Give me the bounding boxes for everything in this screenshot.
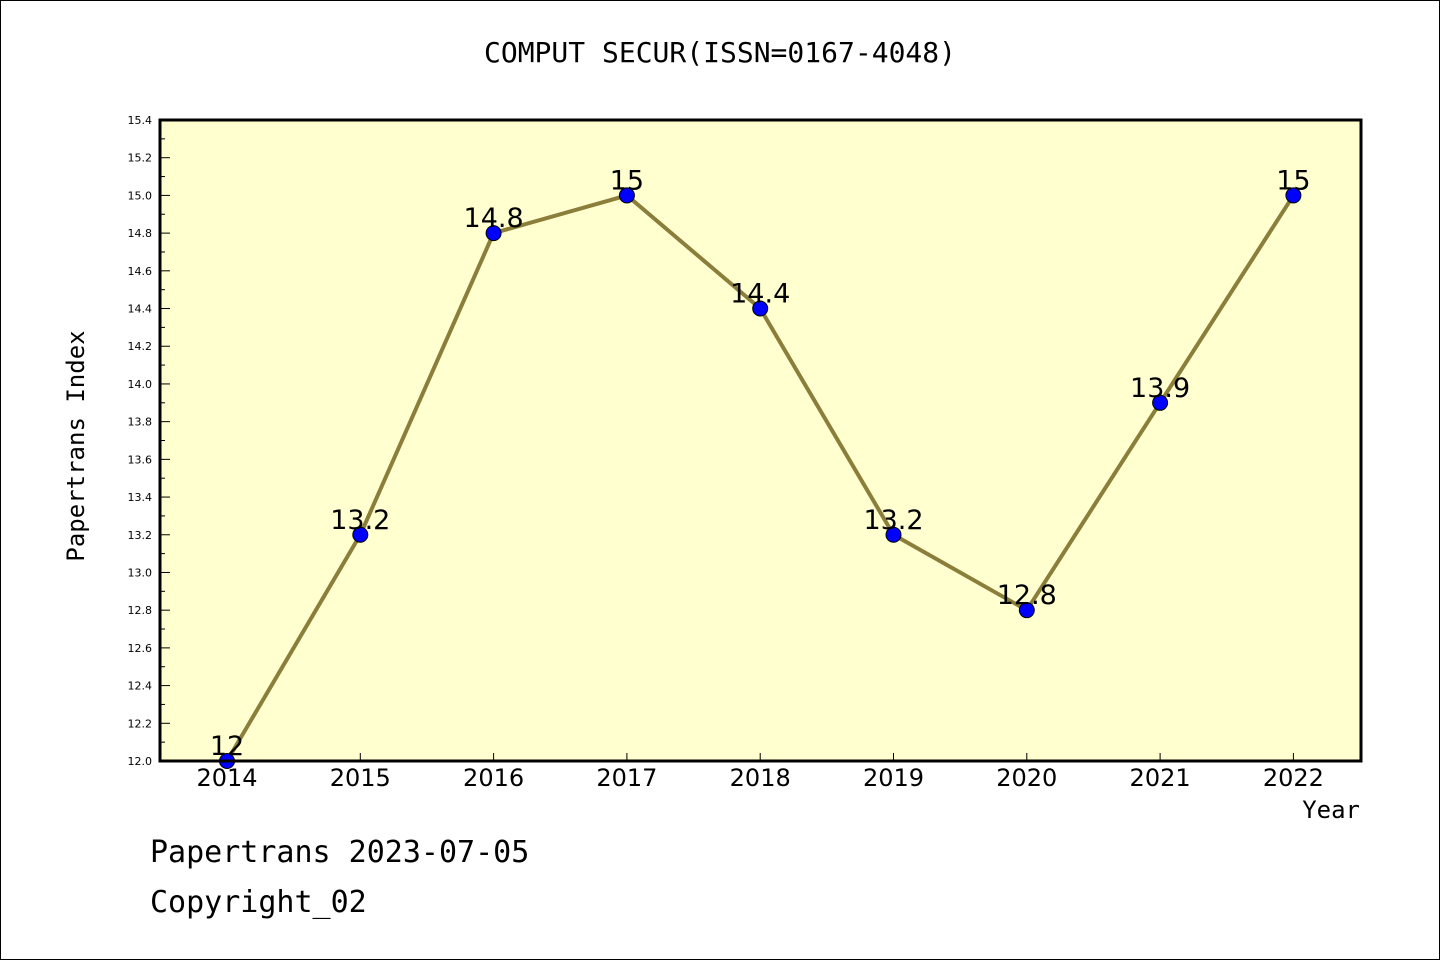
y-tick-label: 13.2 — [128, 529, 153, 542]
y-tick-label: 14.6 — [128, 265, 153, 278]
y-tick-label: 15.0 — [128, 189, 153, 202]
data-point — [618, 187, 635, 204]
x-tick-label: 2018 — [730, 764, 791, 792]
data-label: 14.8 — [464, 203, 524, 234]
y-tick-label: 13.6 — [128, 453, 153, 466]
data-point — [885, 526, 902, 543]
chart-title: COMPUT SECUR(ISSN=0167-4048) — [483, 36, 956, 69]
x-tick-label: 2015 — [330, 764, 391, 792]
series: 12 13.2 14.8 15 14.4 13.2 12.8 13.9 15 — [210, 165, 1311, 769]
data-label: 13.2 — [330, 505, 390, 536]
x-tick-label: 2021 — [1130, 764, 1191, 792]
data-point — [352, 526, 369, 543]
plot-area — [160, 120, 1361, 761]
y-tick-label: 13.8 — [128, 416, 153, 429]
x-axis-label: Year — [1302, 796, 1360, 824]
x-tick-label: 2022 — [1263, 764, 1324, 792]
data-label: 13.9 — [1130, 373, 1190, 404]
y-tick-label: 13.0 — [128, 566, 153, 579]
data-label: 15 — [1276, 165, 1310, 196]
y-tick-label: 14.2 — [128, 340, 153, 353]
x-tick-label: 2017 — [596, 764, 657, 792]
x-tick-label: 2020 — [996, 764, 1057, 792]
y-tick-label: 12.0 — [128, 755, 153, 768]
data-label: 15 — [610, 165, 644, 196]
data-point — [485, 225, 502, 242]
data-label: 12.8 — [997, 580, 1057, 611]
data-label: 14.4 — [730, 279, 790, 310]
x-axis: 2014 2015 2016 2017 2018 2019 2020 2021 2022 — [196, 753, 1324, 792]
y-tick-label: 14.4 — [128, 303, 153, 316]
data-point — [752, 300, 769, 317]
y-tick-label: 14.8 — [128, 227, 153, 240]
y-axis: 12.0 12.2 12.4 12.6 12.8 13.0 13.2 13.4 13.6 13.8… — [128, 114, 170, 768]
y-tick-label: 12.4 — [128, 680, 153, 693]
y-tick-label: 12.8 — [128, 604, 153, 617]
data-point — [1285, 187, 1302, 204]
y-tick-label: 12.6 — [128, 642, 153, 655]
y-tick-label: 15.2 — [128, 152, 153, 165]
data-label: 13.2 — [863, 505, 923, 536]
y-tick-label: 14.0 — [128, 378, 153, 391]
data-point — [1018, 602, 1035, 619]
x-tick-label: 2019 — [863, 764, 924, 792]
data-label: 12 — [210, 731, 244, 762]
footer-date: Papertrans 2023-07-05 — [150, 835, 530, 870]
plot-border — [158, 118, 1363, 763]
footer-copyright: Copyright_02 — [150, 885, 367, 920]
y-tick-label: 15.4 — [128, 114, 153, 127]
x-tick-label: 2016 — [463, 764, 524, 792]
data-point — [1152, 394, 1169, 411]
y-tick-label: 13.4 — [128, 491, 153, 504]
y-tick-label: 12.2 — [128, 717, 153, 730]
